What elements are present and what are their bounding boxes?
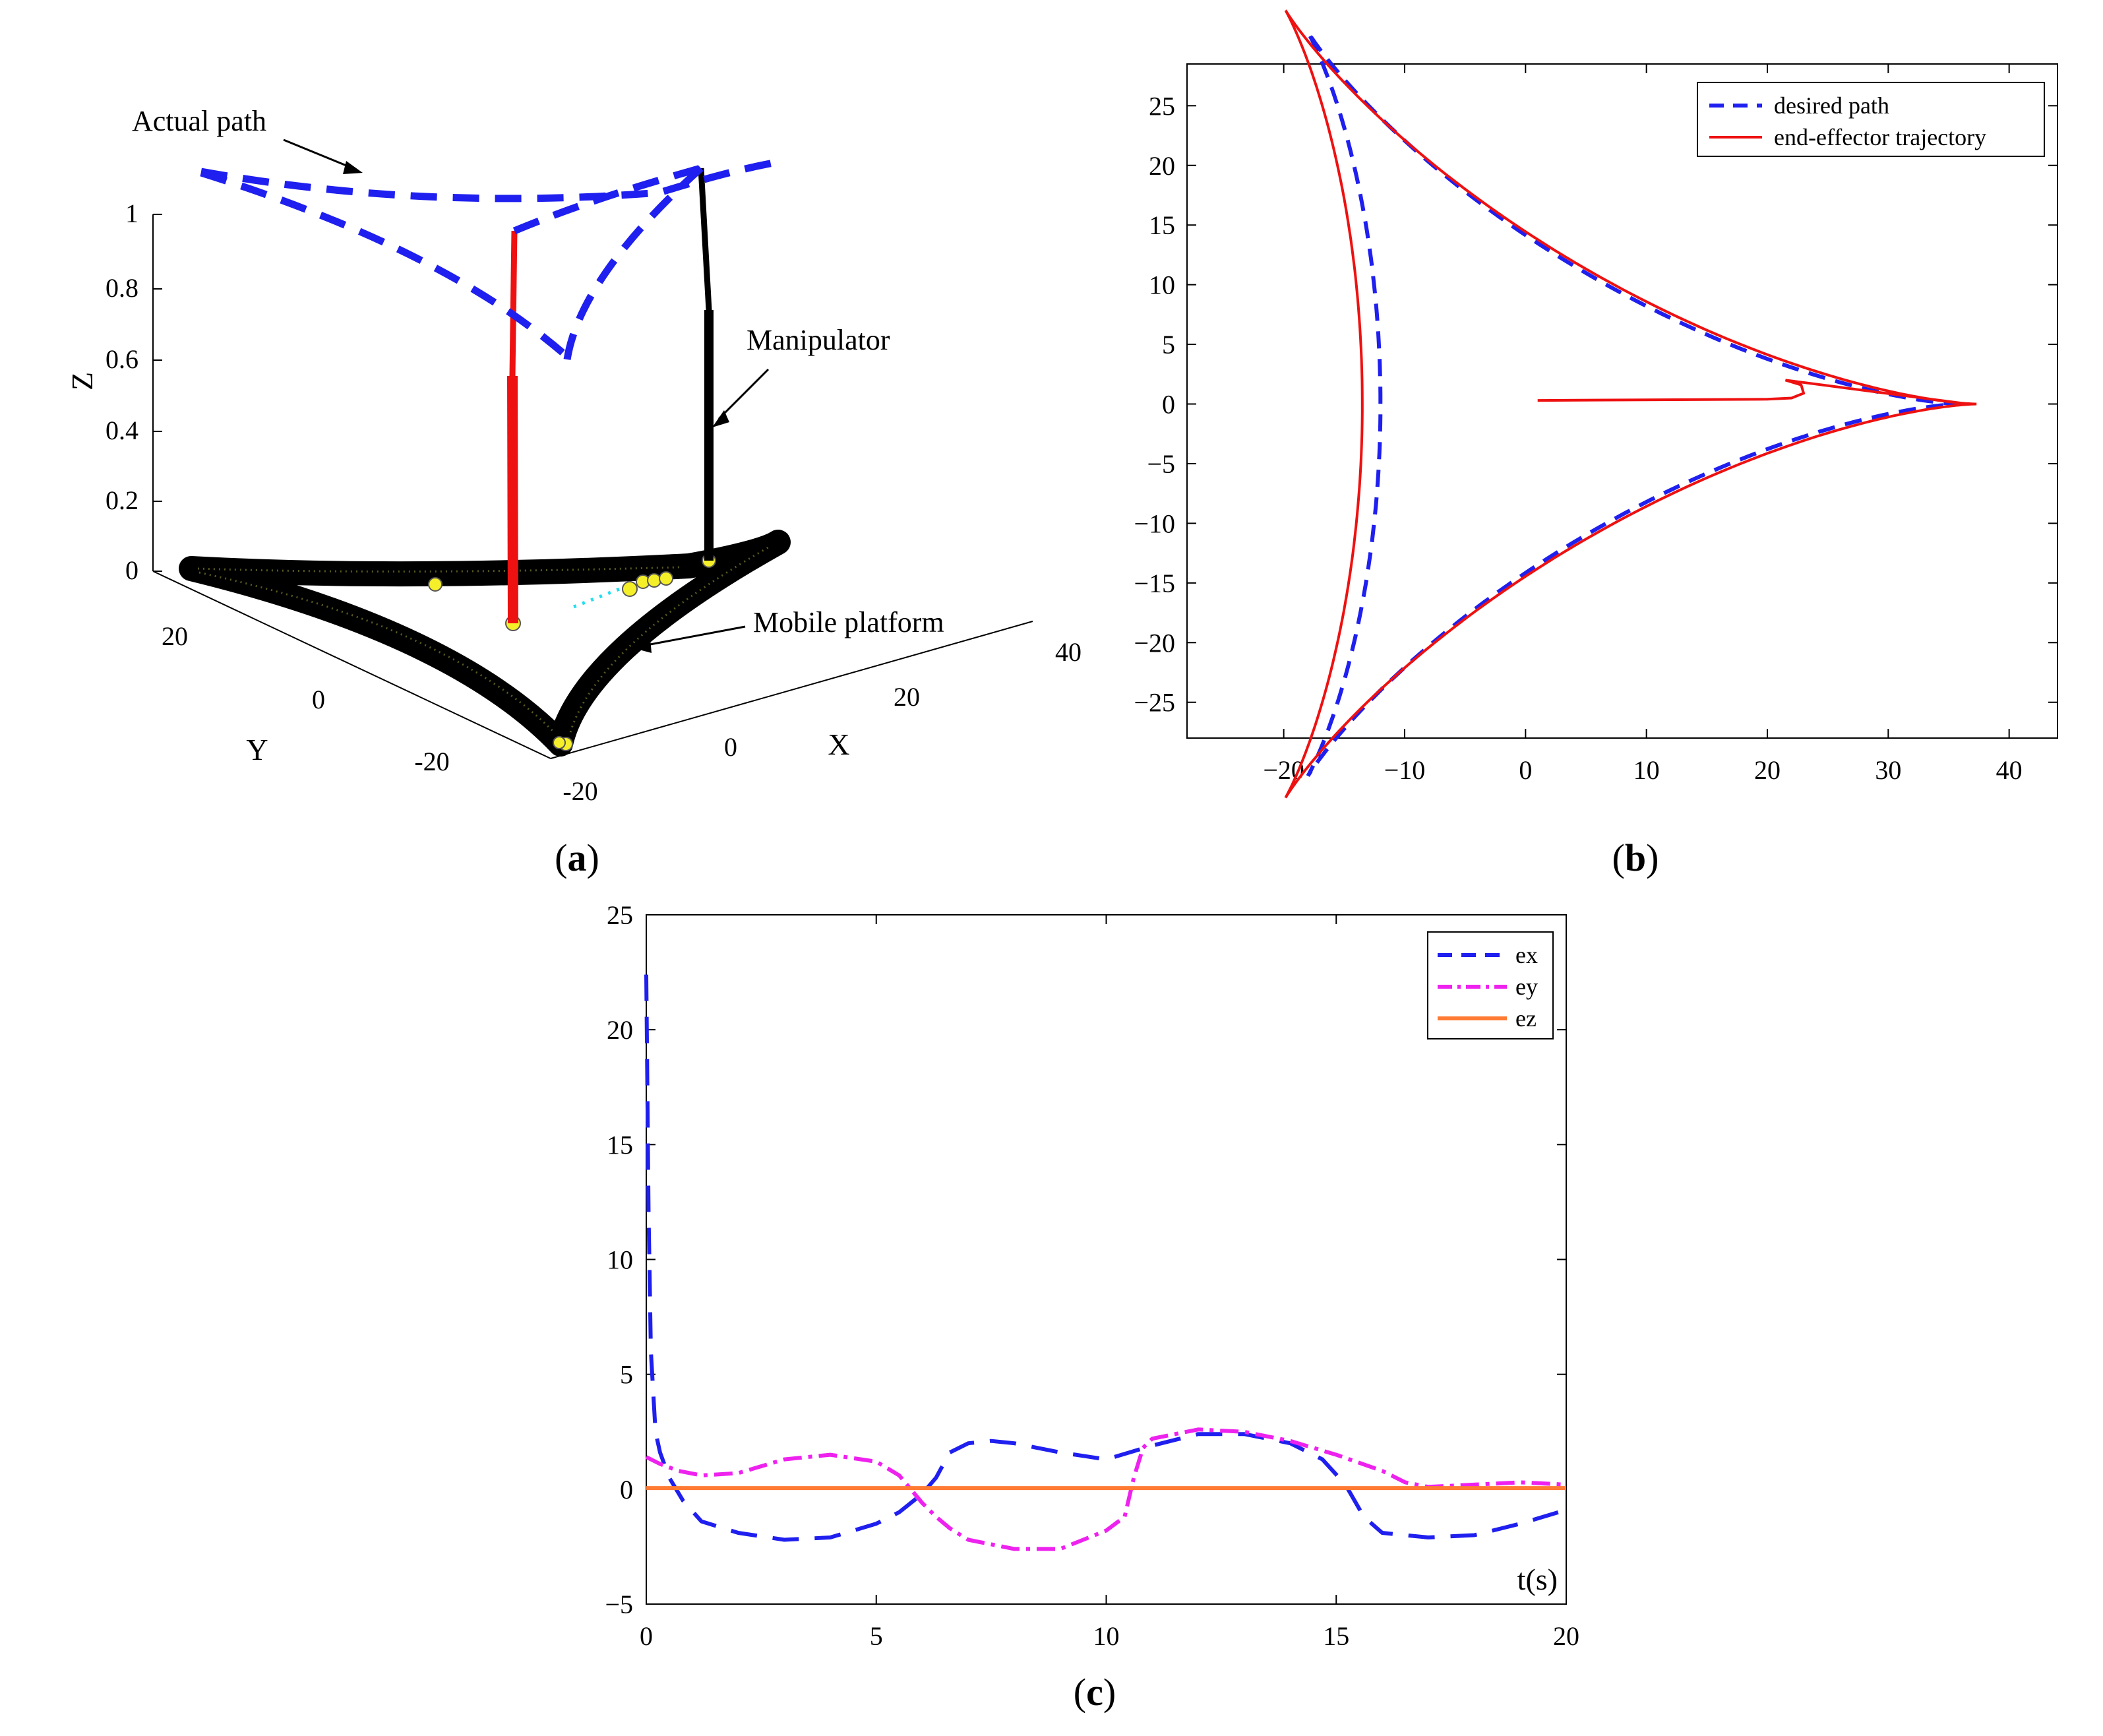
mobile-platform-trajectory xyxy=(179,530,791,757)
y-tick-label: −20 xyxy=(1134,628,1175,658)
panel-b-path-plot: −20 −10 0 10 20 30 402520151050−5−10−15−20−25 … xyxy=(1134,9,2058,799)
x-tick-label: 30 xyxy=(1875,755,1901,785)
annotation-arrowhead xyxy=(343,161,363,174)
annotation-mobile-platform: Mobile platform xyxy=(753,606,944,638)
y-tick-label: 15 xyxy=(607,1130,633,1160)
series-line-ex xyxy=(644,974,1567,1542)
annotation-arrowhead xyxy=(632,638,652,653)
platform-marker xyxy=(553,736,566,749)
annotation-actual-path: Actual path xyxy=(132,105,266,137)
platform-marker-trace xyxy=(197,546,769,733)
y-tick-label: 5 xyxy=(620,1360,633,1390)
annotation-manipulator: Manipulator xyxy=(747,324,890,356)
z-tick-label: 1 xyxy=(125,199,138,228)
y-tick-label: −5 xyxy=(605,1590,633,1619)
annotation-arrow xyxy=(283,139,353,170)
y-tick-label: −5 xyxy=(1147,449,1175,479)
y-tick-label: 0 xyxy=(1162,390,1175,419)
legend-label-ez: ez xyxy=(1515,1005,1537,1032)
actual-path-inner-edge xyxy=(512,164,702,235)
y-axis-line xyxy=(152,571,551,759)
y-tick-label: 10 xyxy=(1149,270,1175,300)
x-tick-label: -20 xyxy=(563,776,597,806)
x-axis-label: X xyxy=(828,728,849,761)
panel-a-3d-plot: 0 0.2 0.4 0.6 0.8 1 Z 20 0 -20 Y -20 0 2… xyxy=(65,105,1082,806)
series-line-end-effector-trajectory xyxy=(1284,9,1977,799)
y-tick-label: −15 xyxy=(1134,569,1175,598)
y-tick-label: 25 xyxy=(1149,91,1175,121)
panel-label-b: (b) xyxy=(1612,836,1659,879)
axes-frame xyxy=(1186,63,2058,739)
y-tick-label: 0 xyxy=(620,1475,633,1504)
platform-marker xyxy=(428,577,442,592)
z-tick-label: 0.6 xyxy=(106,344,138,374)
x-tick-label: 5 xyxy=(870,1621,883,1651)
x-tick-label: −10 xyxy=(1384,755,1426,785)
y-tick-label: 10 xyxy=(607,1245,633,1275)
x-tick-label: 0 xyxy=(640,1621,653,1651)
x-tick-label: 40 xyxy=(1996,755,2023,785)
y-tick-label: 15 xyxy=(1149,210,1175,240)
y-tick-label: 25 xyxy=(607,900,633,930)
platform-marker xyxy=(647,573,661,588)
legend-label-end-effector: end-effector trajectory xyxy=(1774,124,1986,150)
x-tick-label: 15 xyxy=(1323,1621,1349,1651)
platform-marker xyxy=(659,571,673,586)
y-tick-label: 20 xyxy=(162,621,188,651)
y-tick-label: -20 xyxy=(414,747,449,776)
z-tick-label: 0 xyxy=(125,555,138,585)
series-line-desired-path xyxy=(1306,30,1961,777)
y-axis-label: Y xyxy=(246,733,268,766)
z-tick-label: 0.8 xyxy=(106,273,138,303)
z-tick-label: 0.2 xyxy=(106,485,138,515)
x-tick-label: 0 xyxy=(724,732,737,762)
x-tick-label: 10 xyxy=(1633,755,1660,785)
panel-label-a: (a) xyxy=(555,836,599,879)
actual-path-left-edge xyxy=(200,169,573,363)
x-tick-label: 20 xyxy=(1754,755,1781,785)
y-tick-label: 0 xyxy=(312,685,325,714)
annotation-arrow xyxy=(639,625,746,648)
platform-marker xyxy=(622,581,638,597)
panel-label-c: (c) xyxy=(1074,1671,1116,1714)
x-tick-label: 40 xyxy=(1055,637,1082,667)
x-tick-label: 20 xyxy=(1553,1621,1579,1651)
z-axis-label: Z xyxy=(65,372,99,390)
y-tick-label: −25 xyxy=(1134,688,1175,718)
y-tick-label: −10 xyxy=(1134,509,1175,538)
legend-box xyxy=(1697,82,2045,157)
cyan-trace xyxy=(573,582,634,609)
manipulator-arm-red-base xyxy=(507,375,518,624)
annotation-arrow xyxy=(717,368,770,420)
legend-label-ey: ey xyxy=(1515,974,1538,1000)
y-tick-label: 5 xyxy=(1162,330,1175,359)
x-tick-label: 0 xyxy=(1519,755,1532,785)
x-axis-line xyxy=(550,621,1033,759)
y-tick-label: 20 xyxy=(607,1015,633,1045)
z-tick-label: 0.4 xyxy=(106,416,138,445)
x-axis-label: t(s) xyxy=(1517,1563,1558,1596)
actual-path-right-edge xyxy=(563,165,704,360)
legend-label-desired-path: desired path xyxy=(1774,92,1889,119)
y-tick-label: 20 xyxy=(1149,151,1175,181)
series-line-ey xyxy=(645,1427,1567,1551)
x-tick-label: 20 xyxy=(894,682,920,712)
x-tick-label: 10 xyxy=(1093,1621,1120,1651)
annotation-arrowhead xyxy=(712,410,729,427)
legend-label-ex: ex xyxy=(1515,942,1538,968)
